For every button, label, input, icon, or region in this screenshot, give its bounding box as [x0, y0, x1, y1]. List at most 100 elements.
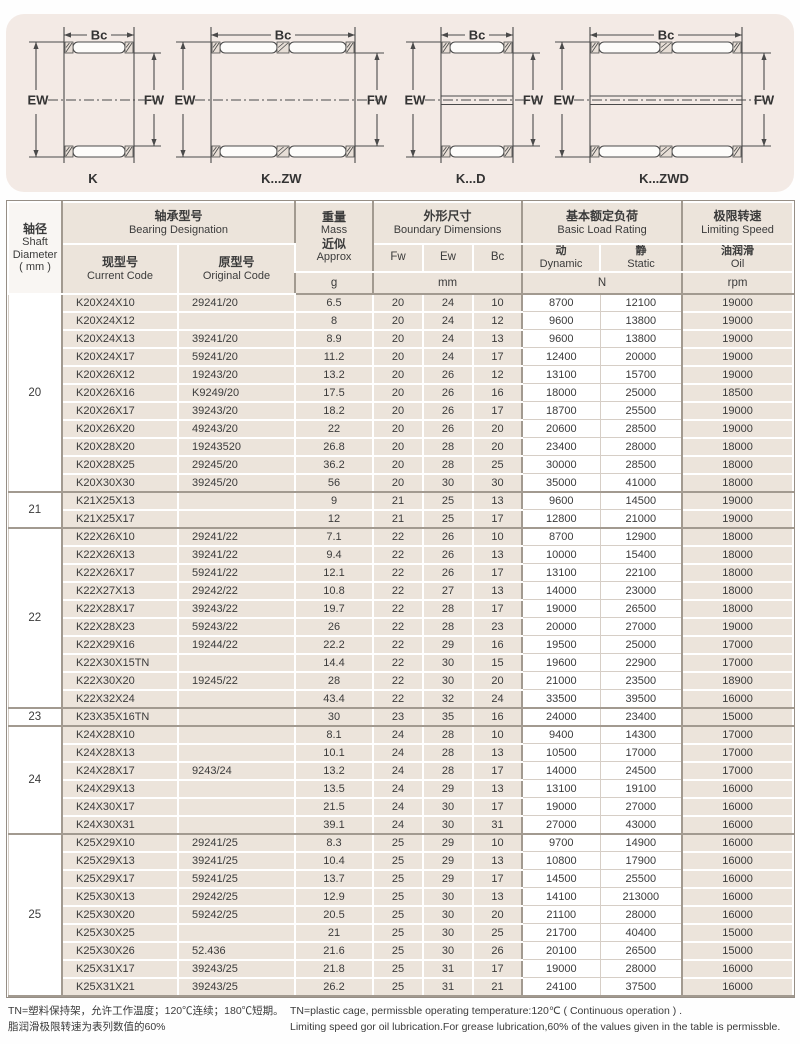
- cell-static-load: 26500: [599, 941, 684, 961]
- cell-static-load: 39500: [599, 689, 684, 709]
- cell-oil-speed: 16000: [681, 904, 795, 925]
- cell-oil-speed: 16000: [681, 688, 795, 709]
- cell-dynamic-load: 14000: [521, 761, 601, 781]
- cell-mass: 10.1: [294, 742, 375, 763]
- cell-original-code: 29242/25: [176, 886, 297, 907]
- cell-original-code: [176, 922, 297, 943]
- cell-ew: 30: [422, 652, 475, 673]
- cell-dynamic-load: 19000: [521, 599, 601, 619]
- cell-fw: 22: [372, 544, 425, 565]
- table-row: K25X30X25 21 25 30 25 21700 40400 15000: [8, 922, 795, 943]
- cell-ew: 30: [422, 814, 475, 835]
- cell-oil-speed: 19000: [681, 328, 795, 349]
- cell-ew: 26: [422, 382, 475, 403]
- cell-mass: 12: [294, 508, 375, 529]
- dim-label-bc: Bc: [275, 28, 292, 43]
- cell-dynamic-load: 19600: [521, 653, 601, 673]
- cell-bc: 20: [472, 904, 524, 925]
- cell-fw: 24: [372, 814, 425, 835]
- cell-oil-speed: 17000: [681, 724, 795, 745]
- table-row: K25X29X17 59241/25 13.7 25 29 17 14500 25500 160…: [8, 868, 795, 889]
- cell-oil-speed: 15000: [681, 706, 795, 727]
- cell-bc: 20: [472, 670, 524, 691]
- diagram-label: K...D: [455, 171, 486, 186]
- cell-dynamic-load: 12800: [521, 509, 601, 529]
- footnote-en-1: TN=plastic cage, permissble operating te…: [290, 1005, 683, 1017]
- cell-original-code: [176, 310, 297, 331]
- cell-bc: 17: [472, 796, 524, 817]
- cell-ew: 24: [422, 328, 475, 349]
- cell-static-load: 28500: [599, 419, 684, 439]
- col-header-dynamic: 动 Dynamic: [521, 243, 602, 273]
- cell-oil-speed: 19000: [681, 364, 795, 385]
- cell-current-code: K25X30X25: [61, 922, 179, 943]
- cell-dynamic-load: 33500: [521, 689, 601, 709]
- table-row: K22X27X13 29242/22 10.8 22 27 13 14000 23000 180…: [8, 580, 795, 601]
- cell-static-load: 22900: [599, 653, 684, 673]
- cell-static-load: 23500: [599, 671, 684, 691]
- cell-current-code: K20X24X13: [61, 328, 179, 349]
- cell-static-load: 24500: [599, 761, 684, 781]
- cell-original-code: 39243/25: [176, 958, 297, 979]
- cell-shaft-diameter: 21: [7, 491, 63, 529]
- table-row: K20X26X12 19243/20 13.2 20 26 12 13100 15700 190…: [8, 364, 795, 385]
- cell-oil-speed: 19000: [681, 418, 795, 439]
- table-row: 22 K22X26X10 29241/22 7.1 22 26 10 8700 12900 180…: [7, 526, 795, 709]
- cell-oil-speed: 15000: [681, 922, 795, 943]
- cell-static-load: 15700: [599, 365, 684, 385]
- cell-mass: 13.7: [294, 868, 375, 889]
- cell-ew: 28: [422, 436, 475, 457]
- cell-fw: 20: [372, 346, 425, 367]
- cell-oil-speed: 17000: [681, 742, 795, 763]
- cell-ew: 28: [422, 616, 475, 637]
- cell-bc: 20: [472, 418, 524, 439]
- cell-ew: 30: [422, 922, 475, 943]
- table-row: K25X31X21 39243/25 26.2 25 31 21 24100 37500 160…: [8, 976, 795, 997]
- cell-ew: 30: [422, 796, 475, 817]
- table-row: K22X30X15TN 14.4 22 30 15 19600 22900 17000: [8, 652, 795, 673]
- cell-static-load: 28500: [599, 455, 684, 475]
- cell-ew: 29: [422, 868, 475, 889]
- cell-static-load: 19100: [599, 779, 684, 799]
- cell-static-load: 27000: [599, 617, 684, 637]
- cell-shaft-diameter: 20: [7, 293, 63, 493]
- unit-dimensions-mm: mm: [372, 270, 524, 295]
- cell-original-code: 59241/25: [176, 868, 297, 889]
- table-row: K20X24X12 8 20 24 12 9600 13800 19000: [8, 310, 795, 331]
- col-header-limiting-speed: 极限转速 Limiting Speed: [681, 201, 795, 245]
- cell-static-load: 14900: [599, 833, 684, 853]
- cell-bc: 13: [472, 490, 524, 511]
- cell-static-load: 37500: [599, 977, 684, 997]
- cell-dynamic-load: 27000: [521, 815, 601, 835]
- diagram-label: K...ZW: [261, 171, 302, 186]
- cell-static-load: 23400: [599, 707, 684, 727]
- cell-ew: 31: [422, 976, 475, 997]
- cell-mass: 14.4: [294, 652, 375, 673]
- cell-static-load: 12100: [599, 293, 684, 313]
- cell-fw: 21: [372, 508, 425, 529]
- cell-static-load: 28000: [599, 959, 684, 979]
- diagram-label: K...ZWD: [639, 171, 689, 186]
- cell-bc: 17: [472, 760, 524, 781]
- cell-dynamic-load: 8700: [521, 293, 601, 313]
- cell-mass: 8.1: [294, 724, 375, 745]
- cell-oil-speed: 18000: [681, 580, 795, 601]
- cell-static-load: 28000: [599, 437, 684, 457]
- cell-ew: 28: [422, 454, 475, 475]
- cell-mass: 17.5: [294, 382, 375, 403]
- cell-current-code: K22X28X17: [61, 598, 179, 619]
- cell-original-code: [176, 490, 297, 511]
- cell-fw: 25: [372, 976, 425, 997]
- cell-dynamic-load: 9700: [521, 833, 601, 853]
- cell-mass: 11.2: [294, 346, 375, 367]
- cell-current-code: K25X31X21: [61, 976, 179, 997]
- cell-oil-speed: 16000: [681, 886, 795, 907]
- cell-bc: 17: [472, 868, 524, 889]
- cell-fw: 21: [372, 490, 425, 511]
- cell-bc: 16: [472, 634, 524, 655]
- cell-fw: 25: [372, 922, 425, 943]
- table-row: K22X28X17 39243/22 19.7 22 28 17 19000 26500 180…: [8, 598, 795, 619]
- cell-ew: 29: [422, 634, 475, 655]
- cell-original-code: 39245/20: [176, 472, 297, 493]
- cell-dynamic-load: 13100: [521, 563, 601, 583]
